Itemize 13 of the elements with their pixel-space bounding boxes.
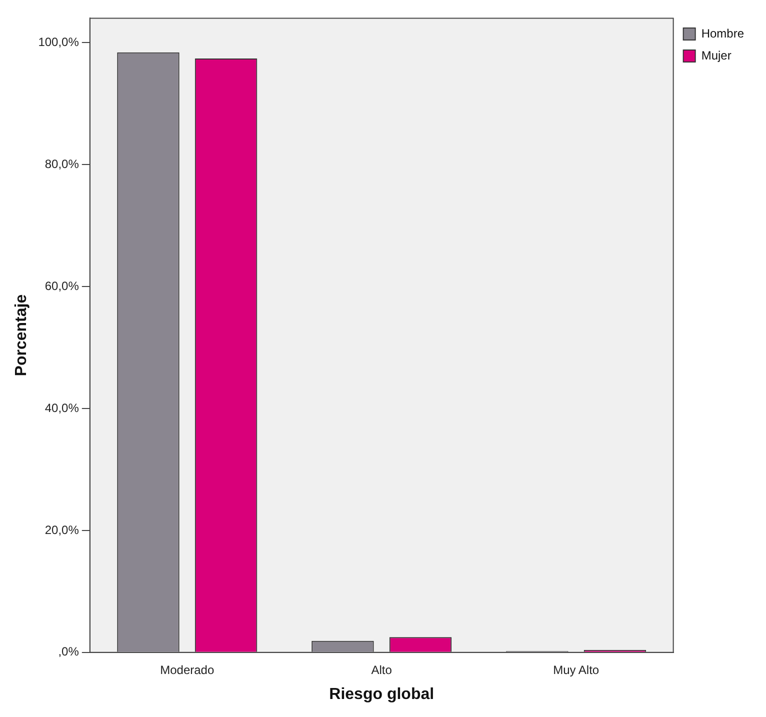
y-tick-label: 60,0% bbox=[44, 278, 80, 293]
y-tick-label: 40,0% bbox=[44, 400, 80, 415]
legend-label: Hombre bbox=[701, 26, 744, 40]
y-tick-label: 20,0% bbox=[44, 522, 80, 537]
x-tick-label: Moderado bbox=[160, 662, 214, 677]
y-tick-label: 80,0% bbox=[44, 156, 80, 171]
y-axis-title: Porcentaje bbox=[13, 294, 30, 376]
x-axis-title: Riesgo global bbox=[329, 686, 434, 703]
x-tick-label: Muy Alto bbox=[553, 662, 600, 677]
y-tick-label: ,0% bbox=[58, 644, 80, 659]
legend-label: Mujer bbox=[701, 48, 732, 62]
y-tick-label: 100,0% bbox=[38, 34, 80, 49]
x-tick-label: Alto bbox=[371, 662, 392, 677]
